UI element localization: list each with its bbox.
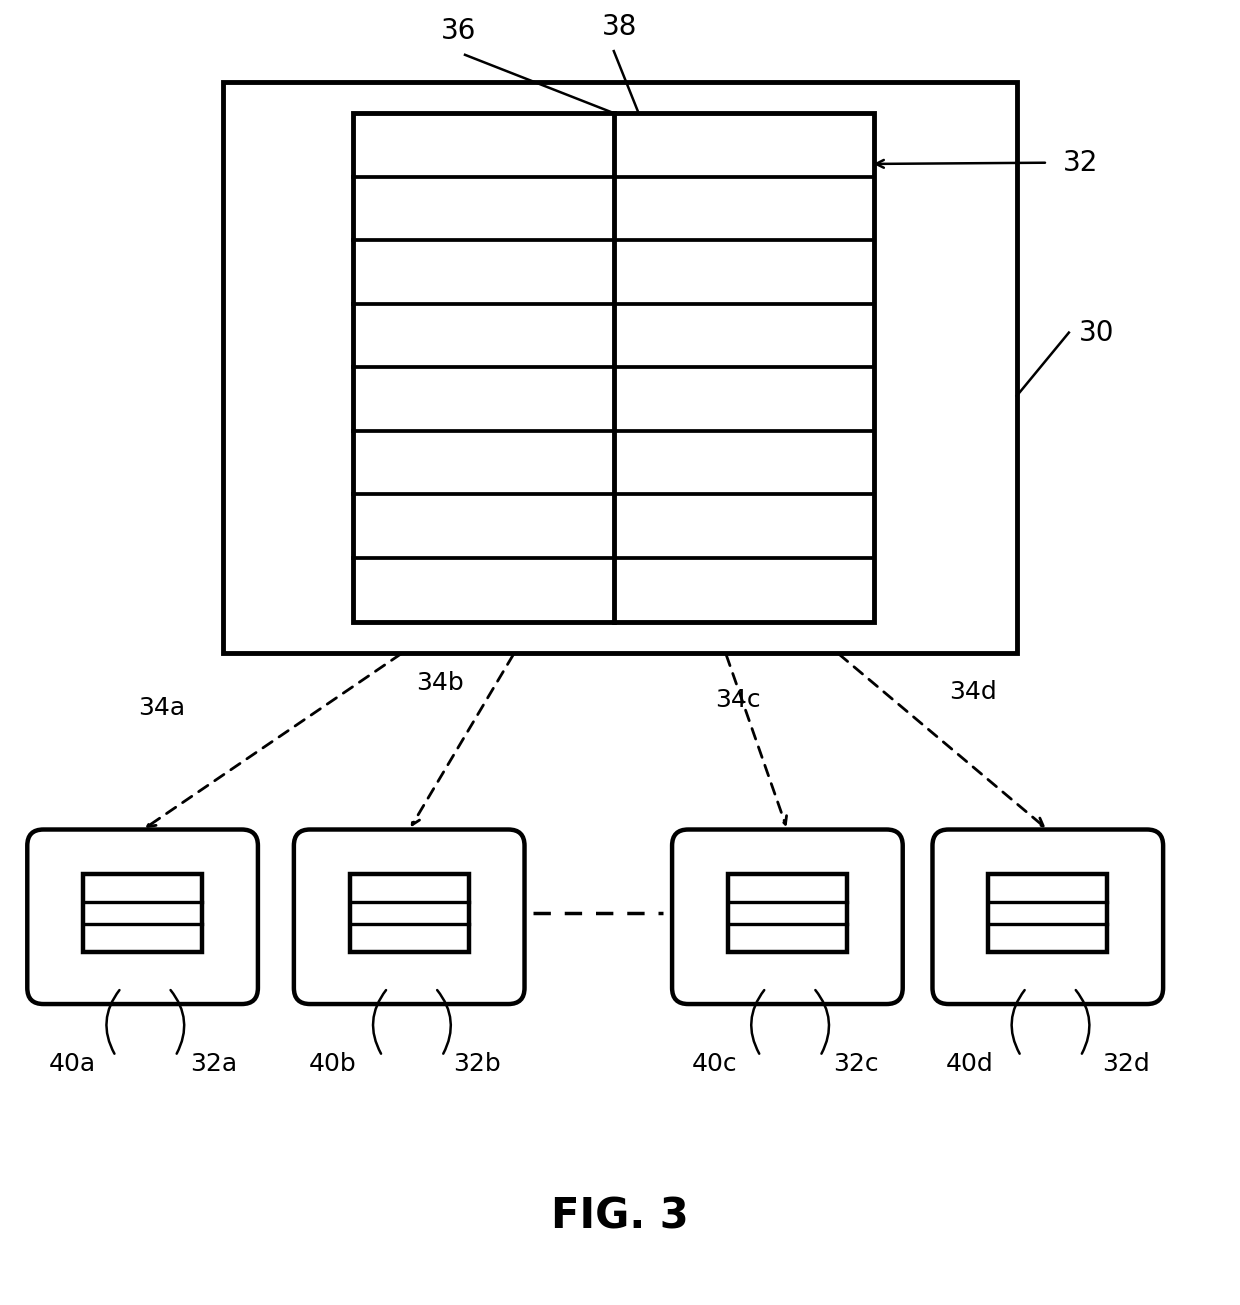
FancyBboxPatch shape [932, 830, 1163, 1004]
Text: 32b: 32b [454, 1052, 501, 1077]
Bar [83, 874, 202, 953]
Text: 40c: 40c [692, 1052, 737, 1077]
Bar [353, 114, 874, 621]
Text: 30: 30 [1079, 318, 1115, 347]
Text: 34c: 34c [715, 688, 760, 711]
Bar [988, 874, 1107, 953]
Text: 32: 32 [1063, 149, 1099, 176]
FancyBboxPatch shape [294, 830, 525, 1004]
Bar [350, 874, 469, 953]
Bar [223, 82, 1017, 652]
Text: 40b: 40b [309, 1052, 356, 1077]
Text: 34a: 34a [138, 697, 185, 720]
Text: 40d: 40d [946, 1052, 993, 1077]
Text: 32d: 32d [1102, 1052, 1149, 1077]
Text: 34d: 34d [950, 680, 997, 705]
Text: FIG. 3: FIG. 3 [551, 1195, 689, 1237]
Text: 32a: 32a [190, 1052, 237, 1077]
Text: 36: 36 [441, 17, 476, 44]
Bar [728, 874, 847, 953]
FancyBboxPatch shape [672, 830, 903, 1004]
Text: 34b: 34b [417, 672, 464, 696]
Text: 32c: 32c [833, 1052, 878, 1077]
FancyBboxPatch shape [27, 830, 258, 1004]
Text: 40a: 40a [48, 1052, 95, 1077]
Text: 38: 38 [603, 13, 637, 42]
